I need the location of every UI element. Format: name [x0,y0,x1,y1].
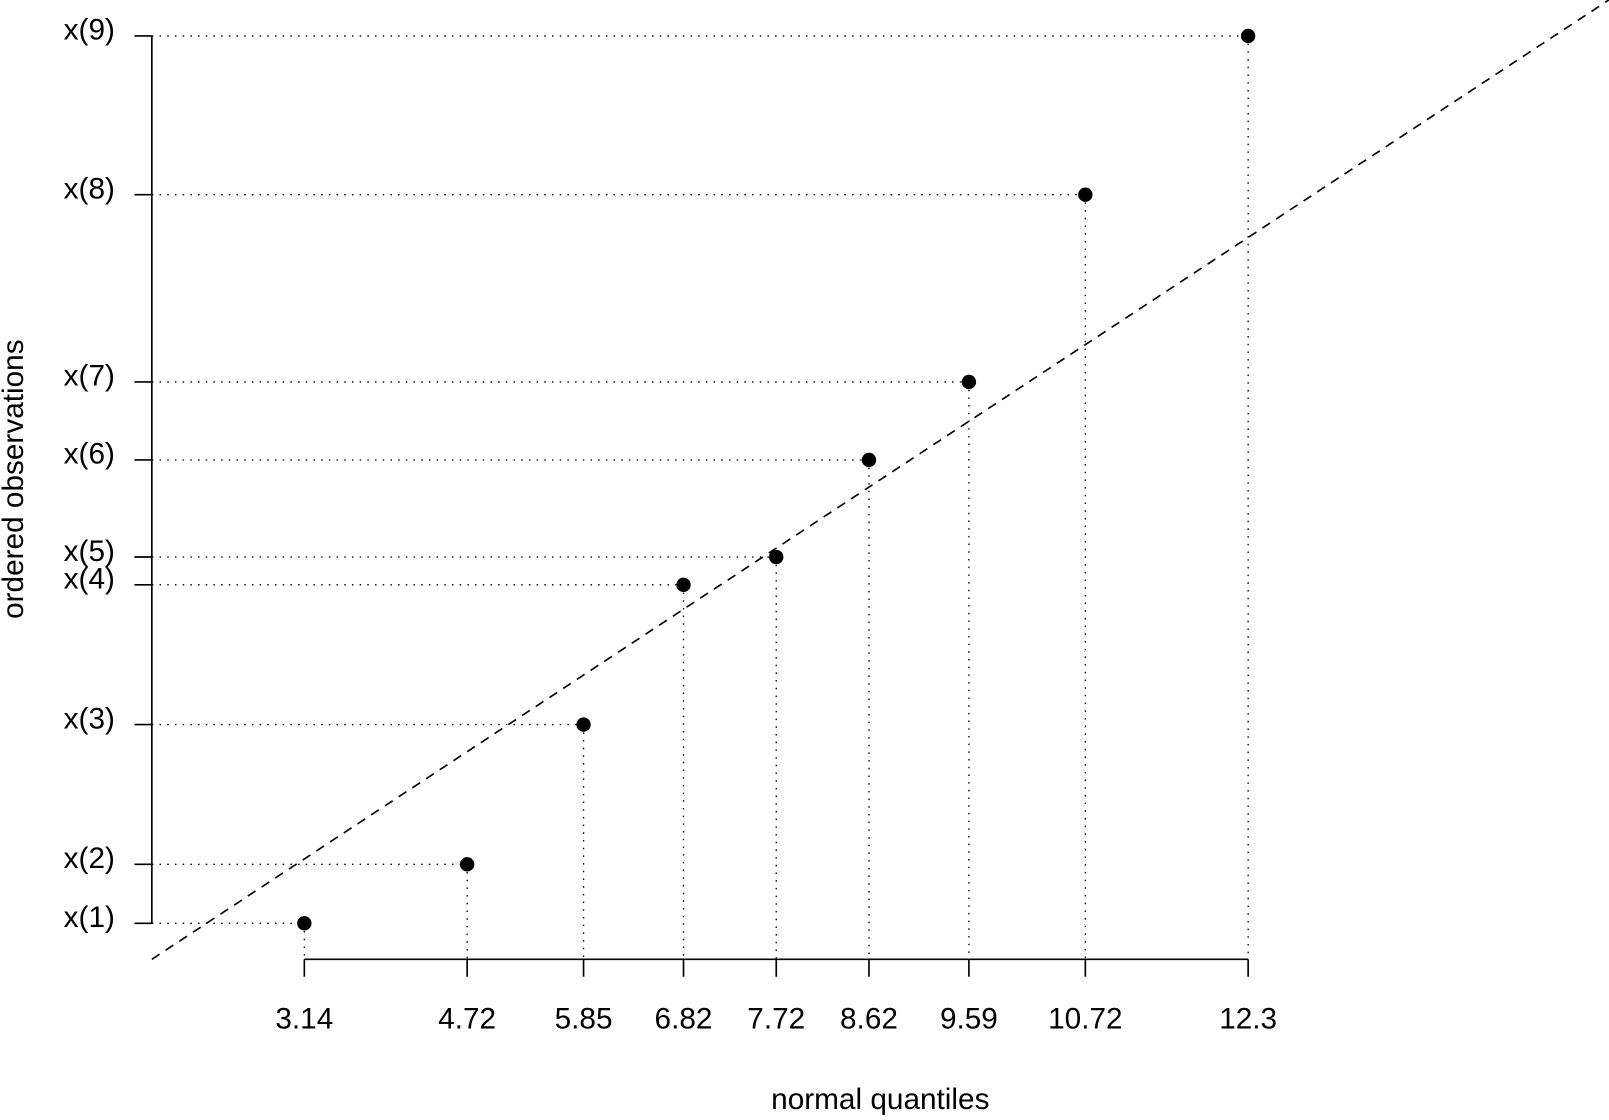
y-axis-title: ordered observations [0,339,30,619]
x-tick-label: 7.72 [747,1003,805,1036]
x-tick-label: 9.59 [940,1003,998,1036]
y-tick-label: x(8) [64,172,115,205]
y-tick-label: x(3) [64,702,115,735]
y-tick-label: x(5) [64,535,115,568]
y-tick-label: x(2) [64,842,115,875]
y-tick-label: x(7) [64,360,115,393]
y-tick-label: x(9) [64,14,115,47]
x-tick-label: 6.82 [655,1003,713,1036]
y-tick-label: x(1) [64,901,115,934]
reference-line [151,0,1609,960]
x-tick-label: 5.85 [555,1003,613,1036]
point [961,374,977,390]
y-tick-label: x(6) [64,438,115,471]
point [769,549,784,565]
point [459,857,475,872]
point [297,916,312,931]
point [1240,28,1256,44]
x-tick-label: 8.62 [840,1003,898,1036]
point [1078,187,1093,202]
x-axis-title: normal quantiles [771,1083,989,1116]
x-tick-label: 12.3 [1219,1003,1277,1036]
point [861,452,877,468]
point [576,717,591,732]
point [676,577,691,592]
x-tick-label: 10.72 [1048,1003,1122,1036]
x-tick-label: 4.72 [438,1003,496,1036]
x-tick-label: 3.14 [275,1003,333,1036]
y-tick-label: x(4) [64,563,115,596]
